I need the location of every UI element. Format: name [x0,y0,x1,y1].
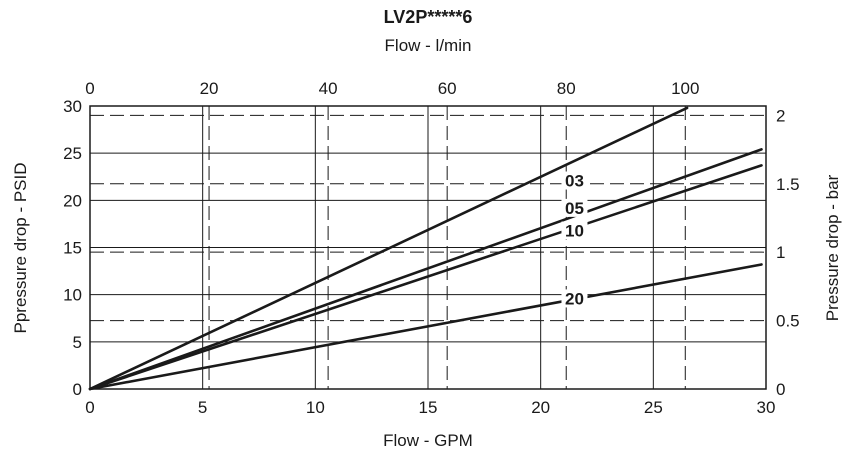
y2-axis-label: Pressure drop - bar [823,174,842,321]
series-line-03 [88,106,689,391]
grid [90,106,766,389]
x-tick-30: 30 [757,398,776,417]
series-line-05 [88,148,763,391]
y-tick-10: 10 [63,286,82,305]
x-tick-5: 5 [198,398,207,417]
y-tick-15: 15 [63,239,82,258]
x-tick-20: 20 [531,398,550,417]
series-label-bg-05 [561,198,588,217]
y2-tick-0.5: 0.5 [776,312,800,331]
x-axis-label: Flow - GPM [383,431,473,450]
y2-tick-0: 0 [776,380,785,399]
series-labels: 03 05 10 20 [561,171,588,308]
x2-tick-60: 60 [438,79,457,98]
series-label-20: 20 [565,289,584,308]
y2-tick-1: 1 [776,243,785,262]
series-line-20 [88,263,763,391]
y-tick-30: 30 [63,97,82,116]
series-label-03: 03 [565,172,584,191]
series-label-05: 05 [565,199,584,218]
y-tick-25: 25 [63,144,82,163]
x2-tick-80: 80 [557,79,576,98]
series-label-bg-03 [561,171,588,190]
series-label-bg-20 [561,289,588,308]
y-tick-20: 20 [63,191,82,210]
y2-tick-1.5: 1.5 [776,175,800,194]
series-line-10 [88,164,763,391]
y-axis-label: Ppressure drop - PSID [11,162,30,333]
chart-title: LV2P*****6 [384,7,473,27]
x-tick-15: 15 [419,398,438,417]
y-tick-0: 0 [73,380,82,399]
x-tick-25: 25 [644,398,663,417]
x2-axis-label: Flow - l/min [385,36,472,55]
series-label-10: 10 [565,222,584,241]
x-tick-10: 10 [306,398,325,417]
series-lines [88,106,763,391]
y2-tick-2: 2 [776,106,785,125]
x2-tick-20: 20 [200,79,219,98]
x2-tick-0: 0 [85,79,94,98]
tick-labels: 0 5 10 15 20 25 300 20 40 60 80 10005101520253000.5… [63,79,800,417]
x2-tick-40: 40 [319,79,338,98]
y-tick-5: 5 [73,333,82,352]
x-tick-0: 0 [85,398,94,417]
series-label-bg-10 [561,221,588,240]
x2-tick-100: 100 [671,79,699,98]
plot-frame [89,105,767,390]
